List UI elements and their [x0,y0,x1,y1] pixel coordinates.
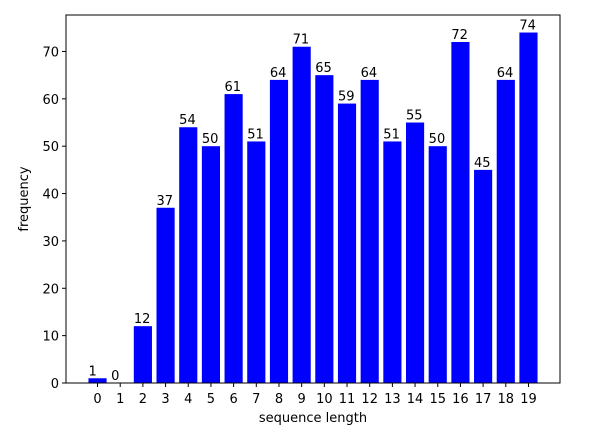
x-tick-label: 5 [207,392,215,407]
y-tick-label: 40 [42,188,59,203]
y-tick-label: 30 [42,235,59,250]
data-label: 50 [202,132,219,147]
data-label: 71 [293,33,310,48]
data-label: 64 [361,66,378,81]
data-label: 74 [519,19,536,34]
data-label: 51 [383,127,400,142]
data-label: 1 [88,364,96,379]
y-axis-label: frequency [17,166,32,232]
y-tick-label: 70 [42,45,59,60]
x-tick-label: 12 [361,392,378,407]
x-tick-label: 19 [520,392,537,407]
data-label: 50 [429,132,446,147]
x-tick-label: 16 [452,392,469,407]
x-tick-label: 4 [184,392,192,407]
bar [360,79,379,383]
data-label: 55 [406,109,423,124]
bar [337,103,357,383]
data-label: 54 [179,113,196,128]
x-tick-label: 10 [316,392,333,407]
bar [383,141,402,383]
x-tick-label: 18 [498,392,515,407]
bar [496,79,515,383]
x-tick-label: 15 [429,392,446,407]
bar [519,32,538,384]
bar [133,326,152,383]
x-tick-label: 17 [475,392,492,407]
bar [156,207,175,383]
x-tick-label: 0 [93,392,101,407]
bar [269,79,289,383]
x-tick-label: 6 [229,392,237,407]
bar [405,122,425,384]
y-tick-label: 60 [42,93,59,108]
x-tick-label: 3 [161,392,169,407]
data-label: 72 [451,28,468,43]
plot-frame [65,14,561,384]
data-label: 65 [315,61,332,76]
data-label: 45 [474,156,491,171]
y-tick-label: 50 [42,140,59,155]
bar [451,41,470,383]
x-tick-label: 8 [275,392,283,407]
x-tick-label: 9 [298,392,306,407]
bar [315,75,334,383]
y-tick-label: 10 [42,330,59,345]
x-tick-label: 1 [116,392,124,407]
bar [179,127,198,383]
x-axis-label: sequence length [259,411,367,426]
bar [247,141,266,383]
bar [292,46,311,384]
data-label: 12 [134,312,151,327]
x-tick-label: 2 [139,392,147,407]
data-label: 51 [247,127,264,142]
bar [224,94,243,384]
x-tick-label: 7 [252,392,260,407]
bar [474,169,493,383]
data-label: 64 [497,66,514,81]
data-label: 59 [338,90,355,105]
bar [428,146,447,383]
bar [88,378,107,383]
x-tick-label: 13 [384,392,401,407]
x-tick-label: 14 [407,392,424,407]
y-tick-label: 0 [51,377,59,392]
data-label: 37 [156,194,173,209]
data-label: 0 [111,369,119,384]
data-label: 61 [225,80,242,95]
x-tick-label: 11 [339,392,356,407]
y-tick-label: 20 [42,282,59,297]
data-label: 64 [270,66,287,81]
bar [201,146,221,383]
